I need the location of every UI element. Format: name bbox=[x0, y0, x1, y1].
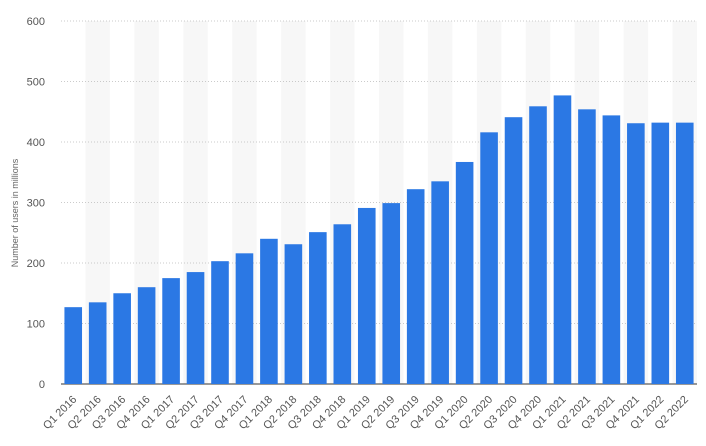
bar: Q1 2019: 291 bbox=[357, 207, 376, 384]
bar: Q4 2016: 160 bbox=[137, 287, 156, 384]
y-tick-label: 500 bbox=[27, 77, 45, 89]
bar: Q2 2022: 432 bbox=[675, 122, 694, 384]
bar: Q4 2021: 431 bbox=[627, 123, 645, 385]
bar: Q3 2020: 441 bbox=[504, 117, 523, 384]
bar: Q2 2018: 231 bbox=[284, 244, 303, 384]
bar: Q3 2019: 322 bbox=[406, 189, 425, 384]
bar: Q4 2017: 216 bbox=[235, 253, 254, 384]
bar: Q2 2017: 185 bbox=[186, 272, 205, 384]
bar: Q3 2017: 203 bbox=[211, 261, 229, 384]
y-tick-label: 600 bbox=[27, 16, 45, 28]
bar: Q2 2021: 454 bbox=[578, 109, 596, 384]
y-axis-title: Number of users in millions bbox=[10, 158, 20, 267]
y-tick-label: 300 bbox=[27, 198, 45, 210]
bar: Q3 2016: 150 bbox=[113, 293, 131, 384]
y-tick-labels: 0 100 200 300 400 500 600 bbox=[27, 16, 45, 391]
bar: Q1 2022: 432 bbox=[651, 122, 670, 384]
y-tick-label: 400 bbox=[27, 137, 45, 149]
bar: Q3 2021: 444 bbox=[602, 115, 621, 384]
bar: Q1 2016: 127 bbox=[64, 307, 83, 384]
bar: Q1 2020: 367 bbox=[455, 161, 474, 384]
bar: Q1 2018: 240 bbox=[260, 238, 278, 384]
bar: Q2 2019: 299 bbox=[382, 203, 401, 384]
bar: Q4 2019: 335 bbox=[431, 181, 449, 384]
bar: Q3 2018: 251 bbox=[309, 232, 327, 384]
bar: Q2 2020: 416 bbox=[480, 132, 498, 384]
y-tick-label: 100 bbox=[27, 319, 45, 331]
bar: Q4 2020: 459 bbox=[529, 106, 547, 385]
bar: Q1 2021: 477 bbox=[553, 95, 572, 384]
bars: Q1 2016: 127 Q2 2016: 135 Q3 2016: 150 Q4 2… bbox=[64, 95, 694, 385]
bar: Q2 2016: 135 bbox=[88, 302, 107, 384]
bar: Q4 2018: 264 bbox=[333, 224, 352, 384]
y-tick-label: 0 bbox=[39, 379, 45, 391]
y-tick-label: 200 bbox=[27, 258, 45, 270]
bar: Q1 2017: 175 bbox=[162, 278, 180, 384]
